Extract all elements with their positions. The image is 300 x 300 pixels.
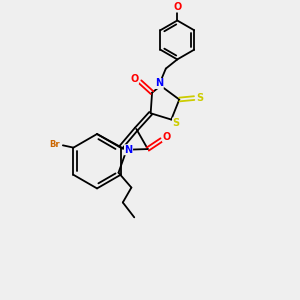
- Text: S: S: [172, 118, 180, 128]
- Text: Br: Br: [50, 140, 60, 149]
- Text: N: N: [124, 145, 133, 155]
- Text: S: S: [196, 93, 203, 103]
- Text: O: O: [173, 2, 182, 12]
- Text: O: O: [163, 132, 171, 142]
- Text: N: N: [155, 79, 163, 88]
- Text: O: O: [130, 74, 139, 84]
